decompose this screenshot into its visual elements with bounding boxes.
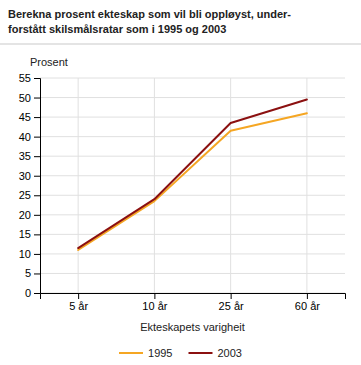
legend-label: 1995 — [148, 347, 172, 359]
x-tick-mark — [154, 293, 155, 299]
grid-line-y — [40, 234, 345, 235]
y-tick-mark — [34, 254, 40, 255]
grid-line-y — [40, 97, 345, 98]
grid-line-y — [40, 195, 345, 196]
grid — [40, 78, 345, 293]
grid-line-y — [40, 253, 345, 254]
chart: Berekna prosent ekteskap som vil bli opp… — [0, 0, 361, 365]
grid-line-y — [40, 214, 345, 215]
plot: 5 år 10 år 25 år 60 år 0 5 10 15 20 25 30 35 40 45 50 5… — [19, 72, 346, 312]
y-tick: 25 — [19, 189, 40, 201]
y-tick-label: 20 — [19, 209, 31, 221]
y-axis: 0 5 10 15 20 25 30 35 40 45 50 55 — [19, 72, 41, 299]
series-line — [78, 113, 307, 250]
x-tick: 60 år — [295, 293, 320, 312]
title-line: Berekna prosent ekteskap som vil bli opp… — [8, 8, 291, 20]
x-tick-label: 25 år — [219, 300, 244, 312]
y-tick: 20 — [19, 209, 40, 221]
x-tick-mark — [78, 293, 79, 299]
y-tick-mark — [34, 234, 40, 235]
grid-line-y — [40, 78, 345, 79]
x-tick: 25 år — [219, 293, 244, 312]
legend-swatch — [119, 352, 143, 354]
y-tick-mark — [34, 156, 40, 157]
grid-line-y — [40, 136, 345, 137]
title: Berekna prosent ekteskap som vil bli opp… — [8, 8, 291, 35]
y-tick-label: 35 — [19, 150, 31, 162]
y-tick-label: 10 — [19, 248, 31, 260]
grid-line-y — [40, 156, 345, 157]
legend-label: 2003 — [218, 347, 242, 359]
y-tick: 15 — [19, 228, 40, 240]
x-axis: 5 år 10 år 25 år 60 år — [41, 293, 346, 312]
x-tick: 10 år — [142, 293, 167, 312]
y-tick: 55 — [19, 72, 40, 84]
grid-line-x — [154, 78, 155, 293]
y-tick-label: 15 — [19, 228, 31, 240]
grid-line-x — [78, 78, 79, 293]
y-tick-mark — [34, 98, 40, 99]
y-tick-label: 0 — [25, 287, 31, 299]
y-tick: 50 — [19, 92, 40, 104]
grid-line-y — [40, 117, 345, 118]
y-tick-label: 5 — [25, 267, 31, 279]
x-tick: 5 år — [69, 293, 88, 312]
separator — [0, 44, 361, 45]
y-tick-label: 45 — [19, 111, 31, 123]
y-tick-mark — [34, 78, 40, 79]
y-axis-line — [34, 79, 41, 294]
series-group — [78, 100, 307, 251]
grid-line-x — [306, 78, 307, 293]
y-tick-mark — [34, 117, 40, 118]
legend-swatch — [189, 352, 213, 354]
grid-line-y — [40, 273, 345, 274]
x-tick-label: 60 år — [295, 300, 320, 312]
x-tick-label: 5 år — [69, 300, 88, 312]
legend: 1995 2003 — [119, 347, 242, 359]
series-line — [78, 100, 307, 249]
y-tick: 30 — [19, 170, 40, 182]
y-tick: 5 — [25, 267, 40, 279]
y-tick-mark — [34, 176, 40, 177]
y-tick-label: 55 — [19, 72, 31, 84]
x-tick-mark — [231, 293, 232, 299]
y-tick: 10 — [19, 248, 40, 260]
legend-item: 1995 — [119, 347, 172, 359]
y-tick-mark — [34, 293, 40, 294]
y-axis-title: Prosent — [30, 56, 68, 68]
y-tick-mark — [34, 137, 40, 138]
y-tick-mark — [34, 273, 40, 274]
x-tick-label: 10 år — [142, 300, 167, 312]
y-tick-mark — [34, 215, 40, 216]
y-tick: 40 — [19, 131, 40, 143]
y-tick-mark — [34, 195, 40, 196]
y-tick-label: 30 — [19, 170, 31, 182]
legend-item: 2003 — [189, 347, 242, 359]
x-axis-line — [41, 294, 346, 300]
y-tick-label: 40 — [19, 131, 31, 143]
x-axis-title: Ekteskapets varigheit — [140, 321, 245, 333]
grid-line-y — [40, 175, 345, 176]
y-tick: 0 — [25, 287, 40, 299]
x-tick-mark — [307, 293, 308, 299]
y-tick-label: 25 — [19, 189, 31, 201]
grid-line-x — [230, 78, 231, 293]
title-line: forstått skilsmålsratar som i 1995 og 20… — [8, 23, 226, 35]
y-tick: 45 — [19, 111, 40, 123]
y-tick: 35 — [19, 150, 40, 162]
y-tick-label: 50 — [19, 92, 31, 104]
